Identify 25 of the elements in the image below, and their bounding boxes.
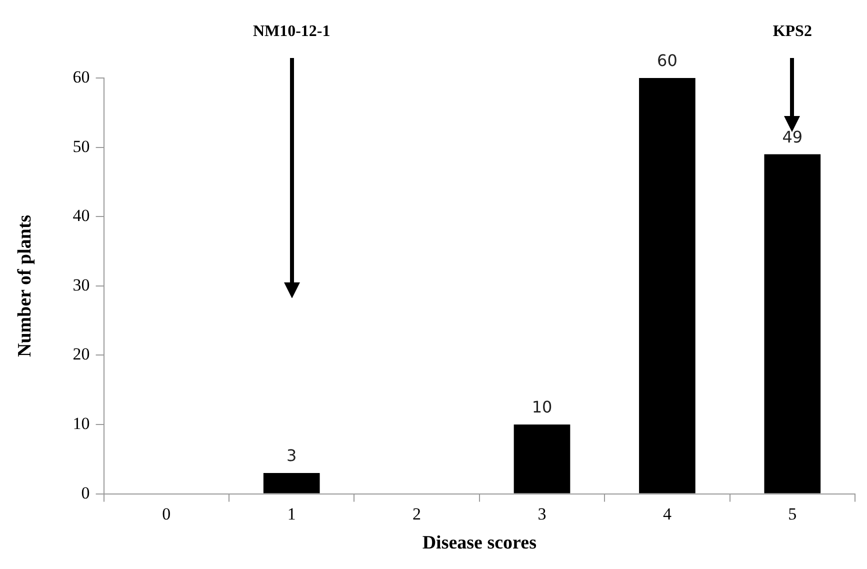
x-axis-title: Disease scores (422, 532, 536, 554)
x-tick-label: 5 (788, 504, 797, 524)
data-label: 3 (286, 446, 297, 466)
bar (263, 473, 320, 494)
y-tick-label: 60 (72, 67, 90, 86)
text: NM10-12-1 (252, 23, 330, 40)
y-tick-label: 40 (72, 206, 90, 226)
y-tick-label: 10 (72, 414, 90, 433)
x-tick-label: 4 (662, 504, 672, 524)
y-tick-label: 20 (72, 344, 90, 364)
y-axis-title: Number of plants (14, 214, 36, 357)
x-tick-label: 2 (412, 504, 422, 524)
bar (639, 78, 696, 494)
x-tick-label: 1 (287, 504, 296, 524)
data-label: 10 (532, 398, 552, 417)
text: KPS2 (772, 23, 812, 40)
bar (514, 424, 570, 494)
data-label: 49 (782, 127, 803, 146)
data-label: 60 (657, 51, 678, 70)
x-tick-label: 0 (162, 504, 171, 524)
x-tick-label: 3 (538, 504, 546, 524)
y-tick-label: 0 (81, 483, 90, 502)
bar (764, 154, 821, 494)
y-tick-label: 30 (72, 275, 90, 294)
y-tick-label: 50 (72, 136, 90, 156)
